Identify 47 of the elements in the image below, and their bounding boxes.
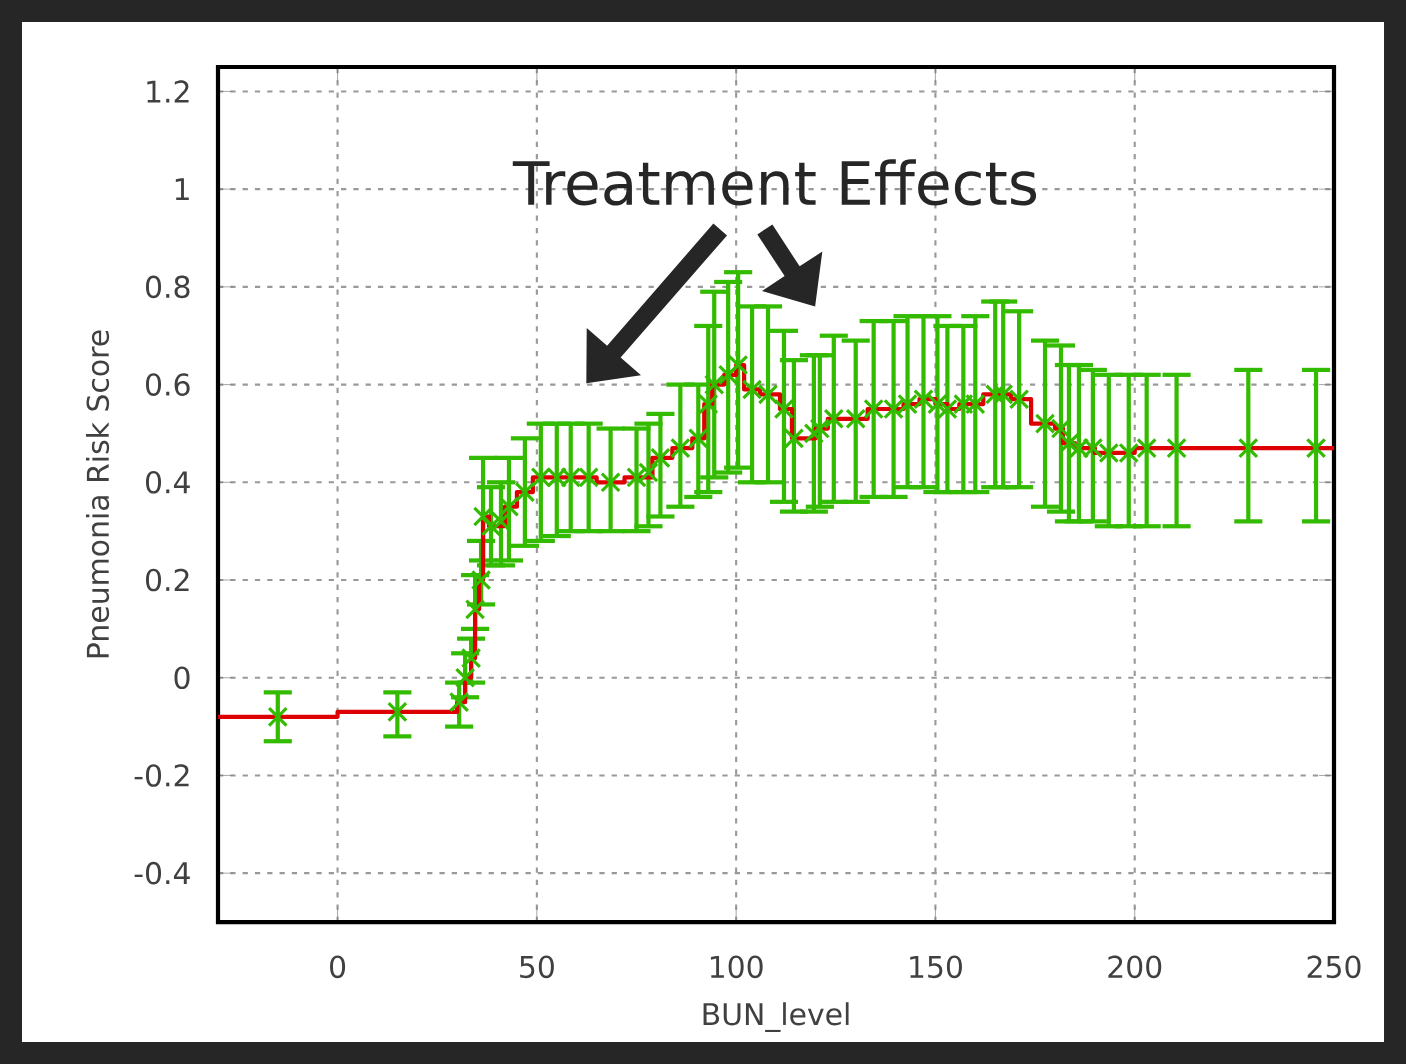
- point: [703, 374, 725, 395]
- point: [470, 569, 492, 591]
- x-tick-label: 100: [710, 955, 763, 979]
- x-tick-label: 150: [910, 955, 962, 979]
- point: [1166, 437, 1187, 459]
- y-tick-label: -0.4: [134, 861, 190, 885]
- point: [448, 691, 470, 713]
- point: [1058, 432, 1080, 454]
- point: [1305, 437, 1327, 459]
- y-tick-label: -0.2: [134, 764, 189, 787]
- x-tick-label: 250: [1307, 955, 1361, 979]
- point: [460, 647, 482, 669]
- point: [464, 599, 486, 620]
- point: [387, 701, 408, 723]
- point: [626, 467, 647, 488]
- x-tick-label: 0: [330, 955, 346, 979]
- point: [1238, 437, 1259, 459]
- y-tick-label: 1.2: [147, 80, 189, 103]
- point: [965, 393, 986, 415]
- point: [600, 472, 621, 493]
- point: [514, 481, 536, 503]
- x-tick-label: 200: [1108, 955, 1162, 979]
- point: [927, 393, 948, 415]
- y-tick-label: 0: [174, 666, 190, 690]
- y-tick-label: 0.4: [146, 471, 190, 494]
- x-axis-title: BUN_level: [703, 1002, 849, 1032]
- point: [717, 364, 739, 386]
- point: [803, 423, 825, 444]
- y-tick-label: 1: [175, 178, 189, 201]
- x-tick-label: 50: [520, 955, 554, 979]
- y-tick-label: 0.2: [146, 568, 189, 592]
- point: [688, 428, 709, 449]
- point: [454, 667, 476, 689]
- point: [809, 418, 831, 439]
- point: [773, 398, 795, 420]
- point: [783, 428, 805, 449]
- point: [638, 462, 659, 483]
- point: [267, 706, 289, 728]
- y-tick-label: 0.6: [146, 373, 190, 396]
- point: [670, 437, 691, 459]
- point: [480, 515, 502, 537]
- point: [727, 354, 749, 376]
- annotation: Treatment Effects: [512, 159, 1037, 206]
- y-axis-title: Pneumonia Risk Score: [85, 330, 110, 658]
- point: [650, 447, 671, 469]
- y-tick-label: 0.8: [146, 275, 190, 299]
- point: [697, 393, 719, 415]
